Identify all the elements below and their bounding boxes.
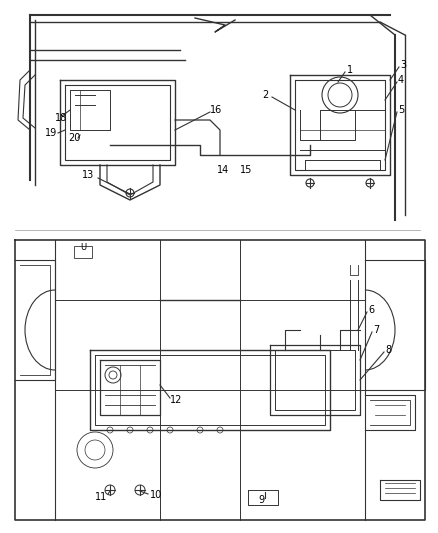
Text: U: U (80, 244, 86, 253)
Circle shape (135, 485, 145, 495)
Circle shape (197, 427, 203, 433)
Text: 8: 8 (385, 345, 391, 355)
Circle shape (167, 427, 173, 433)
Text: 11: 11 (95, 492, 107, 502)
Circle shape (306, 179, 314, 187)
Circle shape (109, 371, 117, 379)
Text: 20: 20 (68, 133, 81, 143)
Text: 10: 10 (150, 490, 162, 500)
Text: 15: 15 (240, 165, 252, 175)
Circle shape (107, 427, 113, 433)
Bar (74, 246, 92, 258)
Text: 5: 5 (398, 105, 404, 115)
Text: 14: 14 (217, 165, 229, 175)
Circle shape (126, 189, 134, 197)
Text: 1: 1 (347, 65, 353, 75)
Text: 16: 16 (210, 105, 222, 115)
Circle shape (147, 427, 153, 433)
Text: 12: 12 (170, 395, 182, 405)
Text: 13: 13 (82, 170, 94, 180)
Text: 7: 7 (373, 325, 379, 335)
Text: 4: 4 (398, 75, 404, 85)
Circle shape (127, 427, 133, 433)
Text: 2: 2 (262, 90, 268, 100)
Text: 18: 18 (55, 113, 67, 123)
Circle shape (217, 427, 223, 433)
Text: 6: 6 (368, 305, 374, 315)
Text: 9: 9 (258, 495, 264, 505)
Text: 3: 3 (400, 60, 406, 70)
Text: 19: 19 (45, 128, 57, 138)
Circle shape (105, 485, 115, 495)
Circle shape (366, 179, 374, 187)
